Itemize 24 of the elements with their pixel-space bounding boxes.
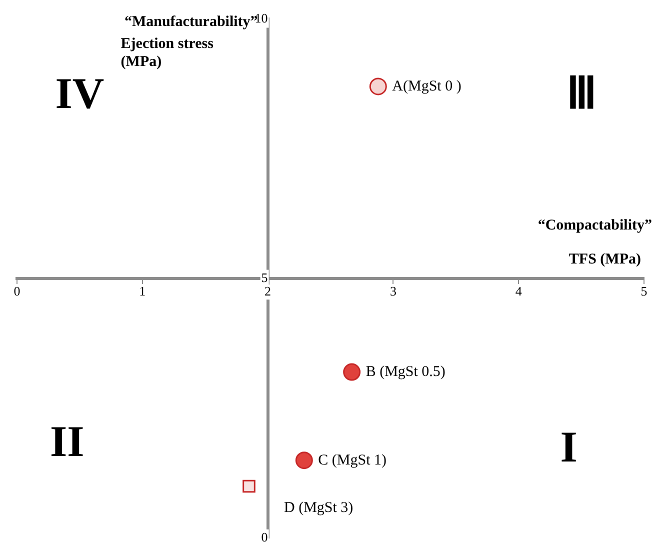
x-tick-label: 3 xyxy=(390,284,396,299)
x-axis-title: TFS (MPa) xyxy=(568,251,641,268)
series-label: C (MgSt 1) xyxy=(318,452,387,468)
x-tick-label: 4 xyxy=(515,284,522,299)
annotation: IV xyxy=(55,69,104,118)
x-tick-label: 2 xyxy=(264,284,272,299)
annotation: II xyxy=(50,417,84,466)
annotation: I xyxy=(560,422,578,472)
series-label: A(MgSt 0 ) xyxy=(392,78,462,94)
point xyxy=(343,363,361,381)
point xyxy=(242,480,256,493)
y-tick-label: 0 xyxy=(261,530,268,545)
x-tick-label: 5 xyxy=(640,284,648,299)
text: D (MgSt 3) xyxy=(284,500,354,516)
y-tick-label: 10 xyxy=(254,10,268,26)
x-tick-label: 0 xyxy=(14,284,20,299)
x-tick-label: 1 xyxy=(139,284,146,299)
annotation: “Compactability” xyxy=(538,217,652,234)
point xyxy=(369,78,387,96)
point xyxy=(295,452,313,470)
annotation: Ⅲ xyxy=(566,69,596,118)
y-tick-label: 5 xyxy=(261,270,268,286)
series-label: B (MgSt 0.5) xyxy=(366,364,446,380)
y-axis-title: Ejection stress (MPa) xyxy=(120,36,214,70)
